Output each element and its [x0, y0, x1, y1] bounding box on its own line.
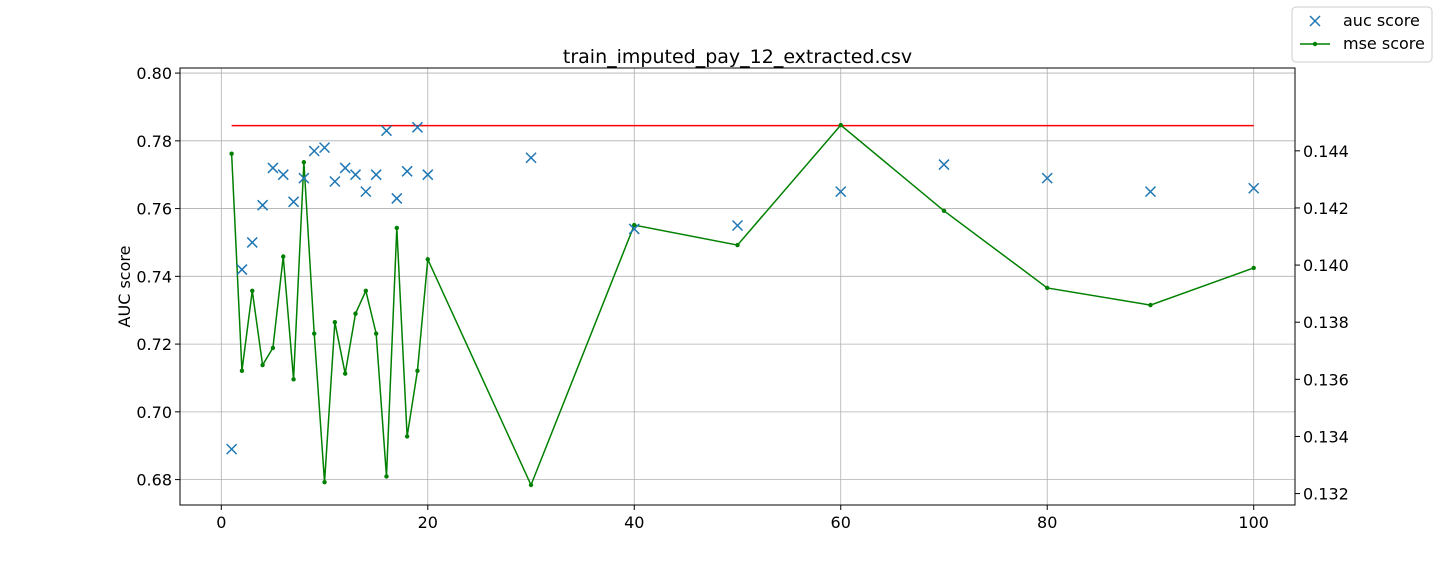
- mse-point: [632, 222, 637, 228]
- y-tick-label-right: 0.140: [1303, 256, 1349, 275]
- y-tick-label-right: 0.136: [1303, 370, 1349, 389]
- auc-point: [298, 172, 310, 184]
- auc-point: [1041, 172, 1053, 184]
- legend-label-mse: mse score: [1343, 34, 1425, 53]
- auc-point: [257, 199, 269, 211]
- mse-point: [373, 331, 379, 336]
- legend-auc-marker: [1309, 15, 1321, 27]
- x-tick-label: 0: [216, 513, 226, 532]
- mse-point: [415, 368, 420, 373]
- y-tick-label-right: 0.142: [1303, 199, 1349, 218]
- auc-point: [308, 145, 320, 157]
- x-tick-label: 60: [831, 513, 851, 532]
- mse-series-line: [230, 124, 1254, 487]
- auc-point: [277, 169, 289, 181]
- mse-point: [270, 345, 276, 351]
- auc-point: [835, 186, 847, 198]
- auc-point: [391, 192, 403, 204]
- auc-point: [628, 223, 640, 235]
- x-tick-label: 40: [624, 513, 644, 532]
- mse-point: [1045, 285, 1050, 291]
- y-axis-label-left: AUC score: [115, 246, 134, 328]
- mse-point: [312, 331, 317, 336]
- mse-point: [332, 320, 338, 325]
- y-tick-label-right: 0.134: [1303, 427, 1349, 446]
- mse-point: [342, 371, 348, 376]
- auc-point: [411, 121, 423, 133]
- mse-point: [404, 434, 410, 439]
- y-tick-label-left: 0.70: [136, 403, 172, 422]
- axis-ticks: 0 20 40 60 80 100 0.68 0.70 0.72 0.74 0.76 0.78 0.80…: [136, 64, 1348, 532]
- auc-point: [1248, 182, 1260, 194]
- mse-point: [250, 288, 255, 293]
- y-tick-label-left: 0.78: [136, 132, 172, 151]
- mse-point: [291, 377, 296, 382]
- mse-point: [735, 242, 740, 248]
- auc-point: [339, 162, 351, 174]
- plot-marks: [226, 121, 1260, 488]
- mse-point: [838, 122, 843, 128]
- y-tick-label-right: 0.138: [1303, 313, 1349, 332]
- auc-point: [288, 196, 300, 208]
- y-tick-label-right: 0.144: [1303, 142, 1349, 161]
- auc-point: [226, 443, 238, 455]
- auc-point: [422, 169, 434, 181]
- legend: auc score mse score: [1291, 6, 1433, 63]
- mse-point: [941, 208, 947, 214]
- mse-point: [239, 368, 245, 373]
- auc-point: [938, 159, 950, 171]
- legend-box: [1291, 6, 1433, 63]
- auc-point: [246, 236, 258, 248]
- x-tick-label: 20: [418, 513, 438, 532]
- chart-title: train_imputed_pay_12_extracted.csv: [563, 46, 912, 68]
- auc-point: [370, 169, 382, 181]
- mse-point: [528, 482, 534, 488]
- mse-point: [260, 362, 265, 368]
- mse-point: [322, 479, 327, 485]
- auc-point: [525, 152, 537, 164]
- mse-point: [301, 160, 307, 165]
- mse-point: [384, 474, 389, 479]
- mse-point: [394, 225, 400, 231]
- auc-point: [236, 264, 248, 276]
- y-tick-label-left: 0.68: [136, 471, 172, 490]
- mse-point: [281, 254, 286, 259]
- mse-point: [229, 151, 234, 156]
- y-tick-label-left: 0.80: [136, 64, 172, 83]
- auc-point: [731, 219, 744, 232]
- auc-point: [1144, 186, 1156, 198]
- grid: [180, 68, 1295, 505]
- y-tick-label-left: 0.76: [136, 200, 172, 219]
- auc-point: [380, 125, 393, 137]
- mse-point: [363, 288, 369, 293]
- auc-point: [349, 169, 362, 181]
- auc-point: [329, 175, 341, 188]
- auc-point: [401, 165, 413, 177]
- y-tick-label-right: 0.132: [1303, 485, 1349, 504]
- mse-point: [1148, 302, 1153, 308]
- y-tick-label-left: 0.72: [136, 335, 172, 354]
- mse-point: [1251, 265, 1256, 271]
- legend-mse-marker: [1312, 41, 1318, 47]
- plot-frame: [179, 67, 1296, 506]
- mse-point: [353, 311, 358, 316]
- mse-point: [425, 257, 430, 262]
- y-tick-label-left: 0.74: [136, 267, 172, 286]
- x-tick-label: 80: [1037, 513, 1057, 532]
- x-tick-label: 100: [1238, 513, 1269, 532]
- auc-point: [360, 186, 372, 198]
- auc-point: [319, 142, 331, 154]
- auc-point: [267, 162, 279, 174]
- legend-label-auc: auc score: [1343, 11, 1420, 30]
